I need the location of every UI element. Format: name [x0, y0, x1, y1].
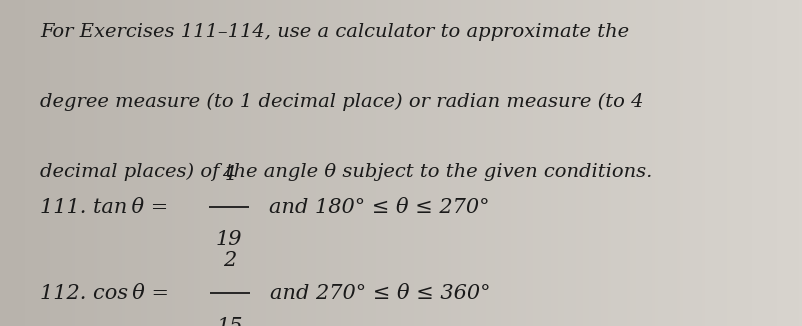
Text: and 180° ≤ θ ≤ 270°: and 180° ≤ θ ≤ 270°: [269, 198, 489, 216]
Text: For Exercises 111–114, use a calculator to approximate the: For Exercises 111–114, use a calculator …: [40, 23, 630, 41]
Text: 111. tan θ =: 111. tan θ =: [40, 198, 175, 216]
Text: decimal places) of the angle θ subject to the given conditions.: decimal places) of the angle θ subject t…: [40, 163, 653, 181]
Text: 4: 4: [222, 165, 235, 184]
Text: 2: 2: [224, 251, 237, 270]
Text: 112. cos θ =: 112. cos θ =: [40, 284, 176, 303]
Text: 19: 19: [215, 230, 242, 249]
Text: and 270° ≤ θ ≤ 360°: and 270° ≤ θ ≤ 360°: [270, 284, 491, 303]
Text: degree measure (to 1 decimal place) or radian measure (to 4: degree measure (to 1 decimal place) or r…: [40, 93, 643, 111]
Text: 15: 15: [217, 317, 244, 326]
